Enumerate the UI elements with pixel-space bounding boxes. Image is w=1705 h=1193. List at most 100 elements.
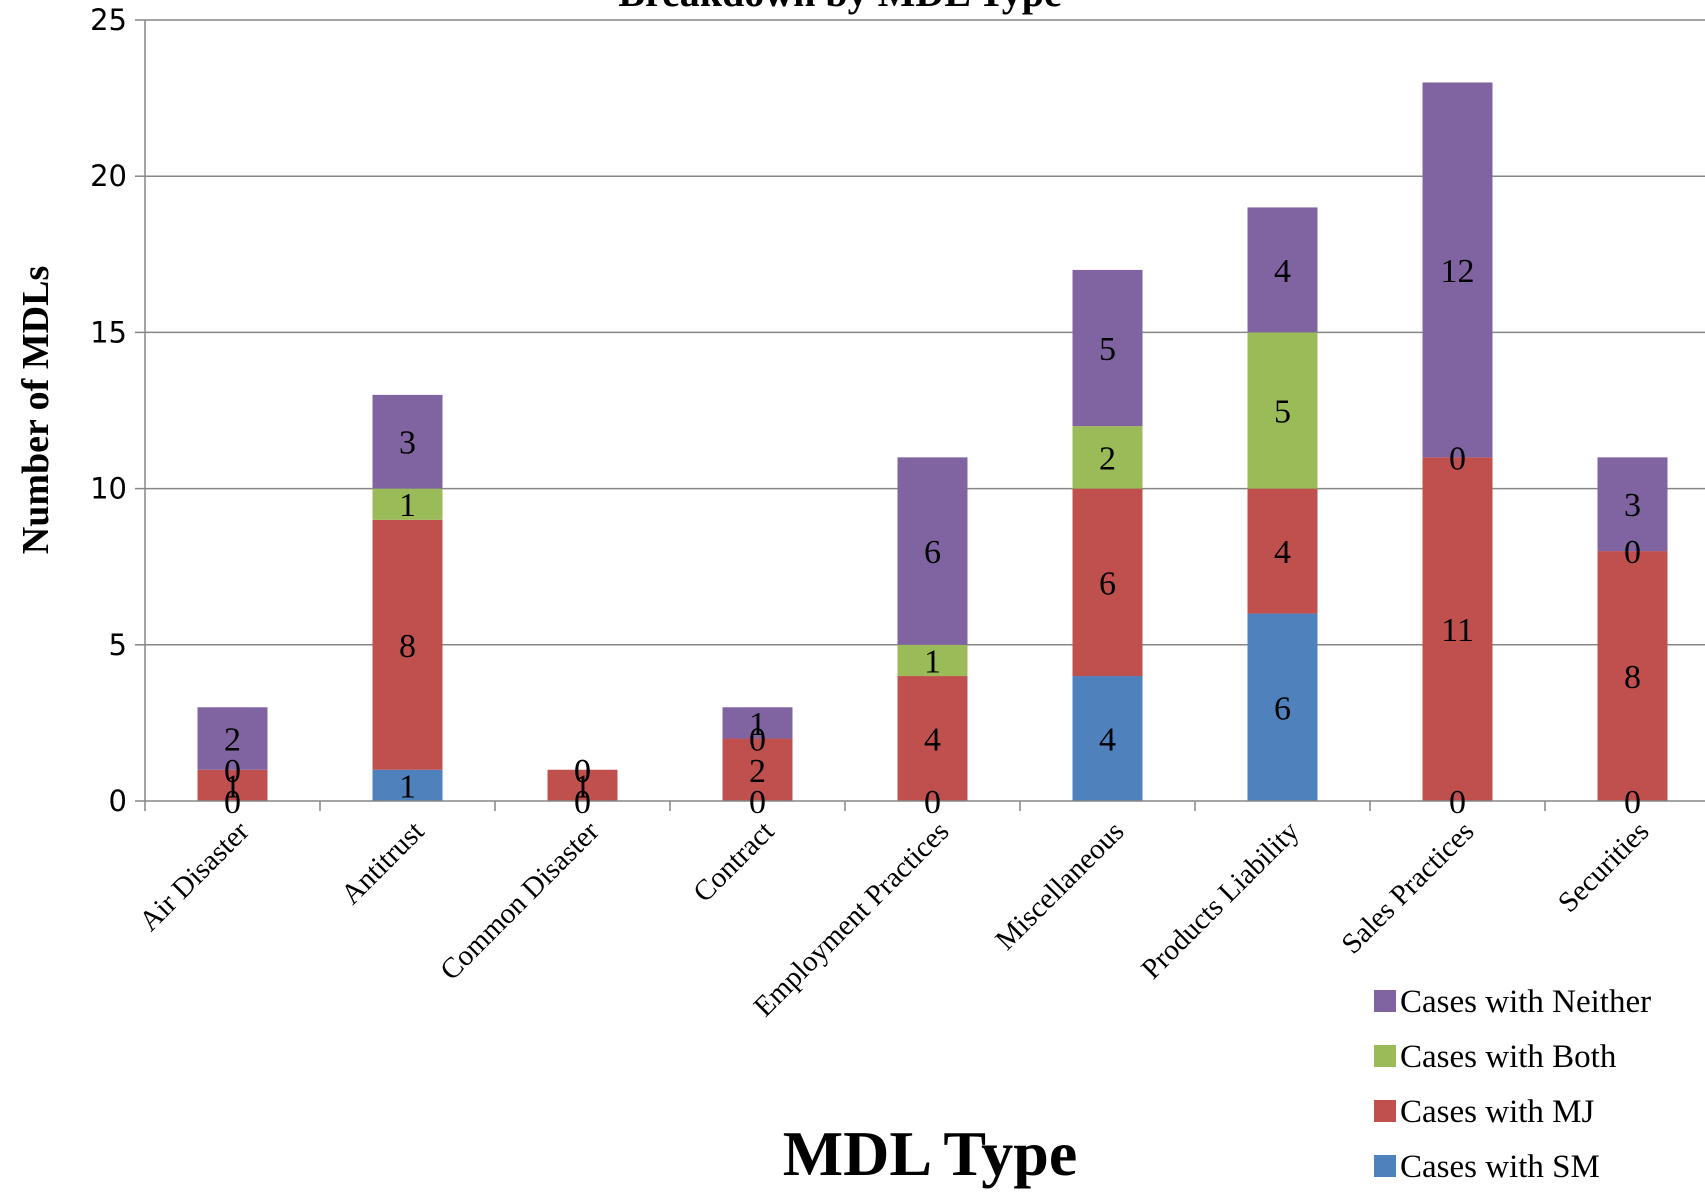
data-label: 3 xyxy=(399,425,416,462)
y-tick-label: 10 xyxy=(90,472,127,506)
chart-title: Breakdown by MDL Type xyxy=(618,0,1061,15)
data-label: 8 xyxy=(1624,659,1641,696)
x-tick-label: Securities xyxy=(1552,815,1655,918)
bar-stack xyxy=(547,769,618,801)
bar-segment xyxy=(372,769,443,801)
y-tick-label: 0 xyxy=(109,784,127,818)
data-label: 2 xyxy=(224,722,241,759)
bar-segment xyxy=(1247,613,1318,801)
legend-item: Cases with SM xyxy=(1374,1149,1600,1185)
data-label: 4 xyxy=(1099,722,1116,759)
data-label: 1 xyxy=(749,706,766,743)
data-label: 11 xyxy=(1441,612,1474,649)
bar-stack xyxy=(897,457,968,801)
bar-stack xyxy=(1597,457,1668,801)
data-label: 6 xyxy=(1099,565,1116,602)
x-tick-label: Contract xyxy=(687,815,780,908)
data-label: 6 xyxy=(924,534,941,571)
data-label: 1 xyxy=(924,643,941,680)
data-label: 1 xyxy=(574,768,591,805)
bar-stack xyxy=(197,707,268,801)
data-label: 0 xyxy=(1624,784,1641,821)
x-tick-label: Miscellaneous xyxy=(989,815,1130,956)
y-axis-label: Number of MDLs xyxy=(15,266,57,555)
data-label: 4 xyxy=(1274,253,1291,290)
bar-stack xyxy=(1247,207,1318,801)
bar-segment xyxy=(1597,457,1668,552)
legend-item: Cases with Both xyxy=(1374,1039,1617,1075)
data-label: 0 xyxy=(1449,440,1466,477)
data-label: 0 xyxy=(574,753,591,790)
data-label: 0 xyxy=(749,784,766,821)
bar-stack xyxy=(1422,82,1493,801)
data-label: 1 xyxy=(399,768,416,805)
data-label: 3 xyxy=(1624,487,1641,524)
y-tick-label: 20 xyxy=(90,159,127,193)
x-tick-label: Air Disaster xyxy=(133,815,256,938)
bar-segment xyxy=(897,644,968,677)
legend: Cases with Neither Cases with Both Cases w… xyxy=(1374,984,1651,1185)
data-label: 4 xyxy=(924,722,941,759)
data-label: 0 xyxy=(574,753,591,790)
legend-label: Cases with MJ xyxy=(1400,1094,1595,1130)
bar-segment xyxy=(897,457,968,645)
bar-segment xyxy=(372,488,443,520)
data-label: 0 xyxy=(749,722,766,759)
bar-segment xyxy=(1072,269,1143,427)
y-tick-label: 25 xyxy=(90,3,127,37)
axes xyxy=(135,19,1705,811)
bar-stack xyxy=(372,394,443,801)
data-label: 0 xyxy=(1449,784,1466,821)
x-axis-label: MDL Type xyxy=(783,1118,1078,1189)
bar-segment xyxy=(1072,488,1143,677)
bar-segment xyxy=(547,769,618,801)
bar-segment xyxy=(1422,82,1493,458)
bar-segment xyxy=(1247,207,1318,333)
data-label: 0 xyxy=(224,784,241,821)
bar-segment xyxy=(197,707,268,770)
data-label: 4 xyxy=(1274,534,1291,571)
data-label: 0 xyxy=(924,784,941,821)
bar-segment xyxy=(1247,332,1318,489)
y-tick-label: 5 xyxy=(109,628,127,662)
bar-segment xyxy=(372,519,443,770)
legend-item: Cases with MJ xyxy=(1374,1094,1595,1130)
bar-stacks xyxy=(197,82,1668,801)
legend-swatch xyxy=(1374,1100,1396,1122)
data-label: 2 xyxy=(1099,440,1116,477)
data-label: 6 xyxy=(1274,690,1291,727)
x-tick-label: Antitrust xyxy=(335,815,431,911)
data-label: 0 xyxy=(224,753,241,790)
bar-segment xyxy=(722,738,793,801)
data-label: 0 xyxy=(574,784,591,821)
bar-segment xyxy=(897,676,968,801)
x-tick-label: Employment Practices xyxy=(748,815,956,1023)
bar-segment xyxy=(722,707,793,739)
data-label: 12 xyxy=(1441,253,1475,290)
legend-swatch xyxy=(1374,1155,1396,1177)
legend-label: Cases with SM xyxy=(1400,1149,1600,1185)
legend-label: Cases with Both xyxy=(1400,1039,1617,1075)
legend-label: Cases with Neither xyxy=(1400,984,1651,1020)
bar-stack xyxy=(722,707,793,801)
data-label: 5 xyxy=(1274,394,1291,431)
bar-stack xyxy=(1072,269,1143,801)
data-label: 0 xyxy=(1624,534,1641,571)
y-tick-label: 15 xyxy=(90,315,127,349)
data-label: 5 xyxy=(1099,331,1116,368)
data-label: 2 xyxy=(749,753,766,790)
legend-swatch xyxy=(1374,1045,1396,1067)
legend-item: Cases with Neither xyxy=(1374,984,1651,1020)
x-tick-label: Common Disaster xyxy=(434,815,606,987)
bar-segment xyxy=(1072,676,1143,801)
data-label: 1 xyxy=(224,768,241,805)
legend-swatch xyxy=(1374,990,1396,1012)
bar-segment xyxy=(1072,426,1143,489)
data-label: 8 xyxy=(399,628,416,665)
bar-segment xyxy=(1247,488,1318,614)
data-label: 1 xyxy=(399,487,416,524)
bar-segment xyxy=(1422,457,1493,801)
